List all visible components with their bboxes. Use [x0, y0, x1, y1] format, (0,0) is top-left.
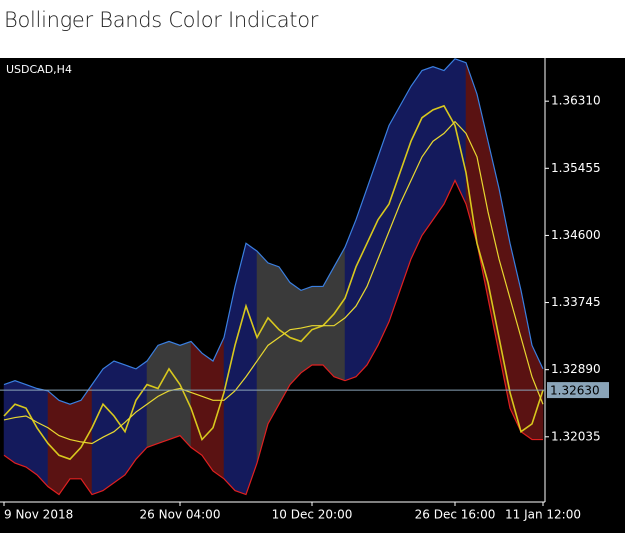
band-fill — [388, 104, 401, 322]
band-fill — [410, 69, 423, 260]
band-fill — [135, 360, 148, 460]
band-fill — [36, 388, 49, 488]
y-tick-label: 1.34600 — [551, 228, 601, 242]
band-fill — [333, 246, 346, 382]
band-fill — [146, 344, 159, 448]
chart-title: Bollinger Bands Color Indicator — [4, 8, 319, 32]
y-tick-label: 1.35455 — [551, 161, 601, 175]
y-tick-label: 1.32035 — [551, 429, 601, 443]
band-fill — [102, 360, 115, 492]
chart: 1.36310 1.35455 1.34600 1.33745 1.32890 1.320… — [0, 58, 625, 533]
x-tick-label: 26 Dec 16:00 — [415, 508, 496, 522]
band-fill — [421, 66, 434, 237]
x-tick-label: 11 Jan 12:00 — [505, 508, 581, 522]
symbol-label: USDCAD,H4 — [6, 63, 72, 76]
band-fill — [91, 368, 104, 495]
band-fill — [201, 352, 214, 472]
current-price-box — [547, 382, 609, 399]
y-tick-label: 1.33745 — [551, 295, 601, 309]
band-fill — [399, 85, 412, 291]
upper-band — [3, 58, 544, 405]
band-fill — [25, 384, 38, 476]
band-fill — [300, 286, 313, 374]
band-fill — [124, 364, 137, 476]
band-fill — [289, 282, 302, 386]
current-price-label: 1.32630 — [550, 384, 600, 398]
band-fill — [47, 390, 60, 495]
band-fill — [80, 383, 93, 496]
band-fill — [157, 341, 170, 444]
band-fill — [190, 340, 203, 456]
band-fill — [366, 156, 379, 366]
price-line — [3, 104, 544, 461]
band-fill — [179, 341, 192, 449]
x-tick-label: 26 Nov 04:00 — [140, 508, 221, 522]
band-fill — [3, 380, 16, 464]
y-tick-label: 1.32890 — [551, 362, 601, 376]
y-tick-label: 1.36310 — [551, 94, 601, 108]
x-tick-label: 9 Nov 2018 — [4, 508, 73, 522]
lower-band — [3, 179, 543, 496]
band-fill — [267, 262, 280, 425]
x-tick-label: 10 Dec 20:00 — [272, 508, 353, 522]
middle-band — [3, 120, 544, 445]
band-fill — [14, 380, 27, 468]
band-fill — [432, 66, 445, 221]
band-fill — [113, 360, 126, 484]
